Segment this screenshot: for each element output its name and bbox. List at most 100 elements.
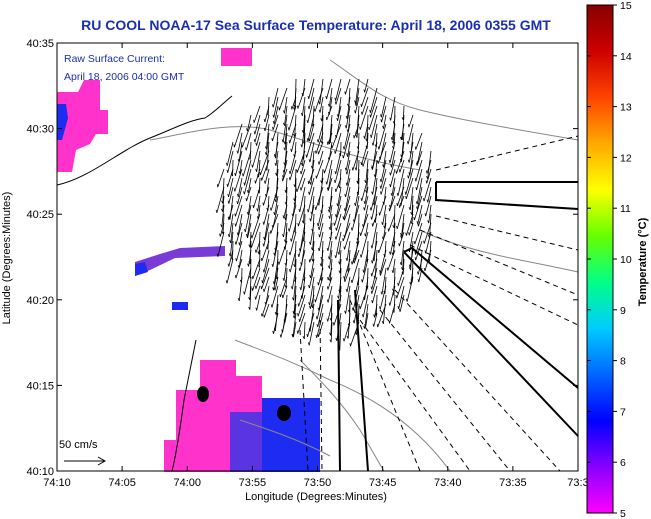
current-vector-head [288,252,291,256]
current-vector [329,204,333,219]
current-vector-head [378,212,380,216]
current-vector [291,132,297,152]
current-vector [347,141,351,157]
current-vector-head [317,282,319,286]
canyon-lines [299,135,579,472]
current-vector [329,249,333,269]
canyon-dashed-line [349,299,421,472]
current-vector-head [248,306,251,310]
current-vector [379,285,387,310]
current-vector-head [335,227,337,231]
current-vector [316,312,324,338]
current-vector [251,222,261,248]
current-vector [396,276,405,299]
current-vector [390,168,396,188]
current-vector-head [400,267,403,271]
current-vector-head [364,233,366,237]
current-vector-head [415,201,418,205]
current-vector-head [333,222,335,226]
current-vector [297,312,306,334]
current-vector-head [370,245,373,249]
current-vector [380,96,387,118]
colorbar-ticks: 5 6 7 8 9 10 11 12 13 14 15 [587,0,632,519]
current-vector-head [363,325,366,329]
current-vector-head [380,114,382,118]
current-vector [318,321,324,337]
x-tick-label: 73:55 [239,477,267,489]
current-vector-head [279,334,282,338]
current-vector-head [320,180,323,184]
current-vector [330,123,333,143]
current-vector-head [246,128,248,132]
current-vector [259,150,270,176]
current-vector-head [356,180,359,184]
current-vector [408,159,414,179]
current-vector-head [327,103,330,107]
current-vector-head [264,152,267,156]
current-vector [364,123,369,139]
current-vector-head [337,295,340,299]
current-vector-head [275,172,278,176]
current-vector [365,312,369,327]
current-vector [389,303,396,324]
current-vector [363,204,369,228]
current-vector [334,132,342,154]
current-vector-head [395,295,398,299]
current-vector [246,114,252,132]
current-vector-head [292,333,294,337]
current-vector-head [242,173,244,177]
current-vector [399,294,405,312]
current-vector [384,213,387,229]
current-vector-head [325,181,328,185]
current-vector [317,123,324,143]
current-vector [249,141,252,160]
coastline-south [171,339,197,472]
current-vector [308,321,315,346]
current-vector [382,222,387,240]
current-vector [251,213,261,239]
canyon-dashed-line [435,215,579,251]
current-vector-head [264,180,266,184]
current-vector [236,240,243,262]
current-vector-head [379,269,381,274]
current-vector [372,285,378,304]
current-vector-head [257,264,260,268]
current-vector-head [293,133,296,137]
current-vector [329,213,333,230]
current-vector-head [391,252,394,256]
current-vector-head [381,221,384,226]
current-vector-head [361,314,364,318]
current-vector-head [389,251,391,255]
current-vector [345,105,351,129]
current-vector-head [382,164,384,168]
current-vector [391,150,396,168]
x-tick-label: 74:00 [173,477,201,489]
current-vector-head [227,234,230,238]
y-tick-label: 40:15 [26,380,54,392]
current-vector [229,195,234,220]
sst-patch-small-blue [172,302,188,310]
current-vector-head [244,228,246,233]
current-vector-head [318,109,321,113]
current-vector [217,168,225,188]
current-vector-head [370,216,373,220]
current-vector [391,123,396,141]
current-vector-head [388,320,390,324]
current-vector [273,267,279,291]
current-vector [392,240,396,256]
current-vector-head [282,169,285,174]
current-vector [308,87,315,110]
current-vector-head [426,199,429,203]
current-vector [252,258,261,280]
current-vector [254,123,261,143]
current-vector [383,294,387,324]
current-vector [258,159,261,178]
current-vector-head [263,119,266,123]
current-vector [309,141,315,163]
current-vector-head [278,261,280,265]
current-vector-head [417,279,420,283]
current-vector [264,213,270,240]
current-vector-head [226,169,229,173]
current-vector-head [301,220,304,224]
current-vector-head [263,236,265,240]
